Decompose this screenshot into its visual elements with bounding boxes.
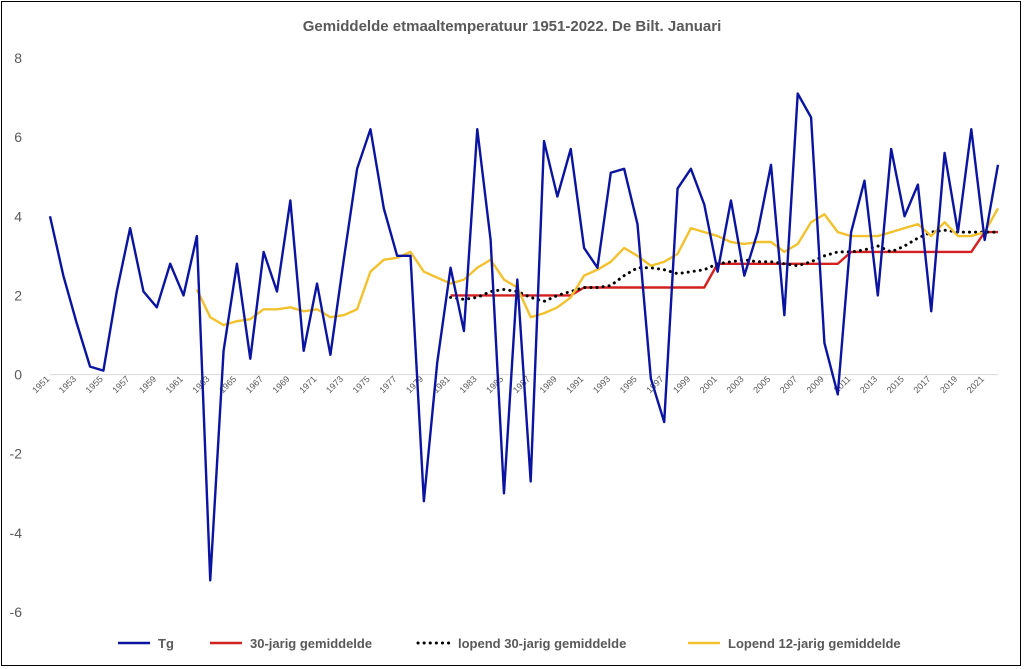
x-tick-label: 2013 [858,374,879,395]
series-line-0 [48,92,1000,582]
y-tick-label: -6 [10,604,23,620]
x-tick-label: 1963 [190,374,211,395]
legend: Tg 30-jarig gemiddelde lopend 30-jarig gem… [118,636,901,651]
legend-label-3: Lopend 12-jarig gemiddelde [728,636,901,651]
series-line-2 [449,228,1000,303]
x-tick-label: 1989 [538,374,559,395]
x-tick-label: 2001 [698,374,719,395]
y-tick-label: 0 [14,367,22,383]
x-tick-label: 1967 [244,374,265,395]
x-tick-label: 2021 [965,374,986,395]
x-tick-label: 2007 [778,374,799,395]
y-tick-label: -4 [10,525,23,541]
x-tick-label: 1951 [30,374,51,395]
x-tick-label: 2019 [938,374,959,395]
axes: -6 -4 -2 0 2 4 6 8 1951 1953 1955 1957 1959 1961 1963 1… [10,50,998,620]
x-tick-label: 1975 [351,374,372,395]
x-tick-label: 2017 [911,374,932,395]
x-tick-label: 1969 [271,374,292,395]
y-tick-label: 4 [14,208,22,224]
x-tick-label: 1957 [110,374,131,395]
y-tick-label: 2 [14,287,22,303]
x-tick-label: 1955 [84,374,105,395]
series-layer [48,92,1000,582]
x-tick-label: 1977 [377,374,398,395]
y-tick-label: -2 [10,446,23,462]
x-tick-label: 1985 [484,374,505,395]
x-tick-label: 1991 [564,374,585,395]
legend-label-2: lopend 30-jarig gemiddelde [458,636,626,651]
x-tick-label: 1973 [324,374,345,395]
x-tick-label: 1959 [137,374,158,395]
y-tick-label: 8 [14,50,22,66]
x-tick-label: 2015 [885,374,906,395]
x-tick-label: 1987 [511,374,532,395]
x-tick-label: 1999 [671,374,692,395]
x-tick-label: 1961 [164,374,185,395]
x-tick-label: 1979 [404,374,425,395]
y-tick-label: 6 [14,129,22,145]
x-tick-label: 2009 [805,374,826,395]
legend-label-0: Tg [158,636,174,651]
x-tick-label: 1953 [57,374,78,395]
chart-title: Gemiddelde etmaaltemperatuur 1951-2022. … [303,18,722,35]
x-tick-label: 1983 [457,374,478,395]
x-tick-label: 1993 [591,374,612,395]
x-tick-label: 2003 [724,374,745,395]
legend-label-1: 30-jarig gemiddelde [250,636,372,651]
x-tick-label: 1995 [618,374,639,395]
x-tick-label: 1971 [297,374,318,395]
series-line-3 [195,207,1000,327]
x-tick-label: 2005 [751,374,772,395]
